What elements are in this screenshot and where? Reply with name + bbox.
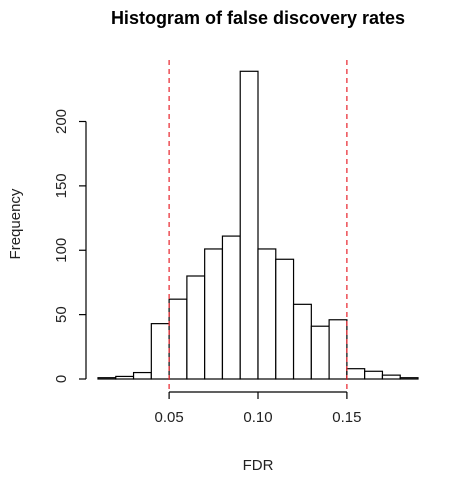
y-tick-label-4: 200 xyxy=(53,109,70,134)
histogram-bar-11 xyxy=(292,303,312,380)
histogram-bar-2 xyxy=(132,371,152,380)
y-axis-label: Frequency xyxy=(7,188,24,259)
x-tick-label-1: 0.10 xyxy=(243,409,272,426)
histogram-bar-0 xyxy=(97,377,117,380)
y-tick-label-1: 50 xyxy=(53,306,70,323)
y-tick-label-0: 0 xyxy=(53,375,70,383)
histogram-bar-17 xyxy=(399,377,419,380)
histogram-bar-5 xyxy=(186,275,206,380)
histogram-bar-13 xyxy=(328,319,348,380)
histogram-bar-10 xyxy=(275,258,295,380)
y-tick-label-2: 100 xyxy=(53,238,70,263)
histogram-bar-9 xyxy=(257,248,277,380)
y-axis: 0 50 100 150 200 xyxy=(53,109,87,383)
histogram-bar-7 xyxy=(221,235,241,380)
reference-lines-group xyxy=(168,60,348,390)
histogram-bar-12 xyxy=(310,325,330,380)
x-axis: 0.05 0.10 0.15 xyxy=(155,391,361,426)
histogram-bar-6 xyxy=(204,248,224,380)
histogram-bar-15 xyxy=(364,370,384,380)
histogram-bar-4 xyxy=(168,298,188,380)
histogram-bar-3 xyxy=(150,323,170,380)
x-tick-label-0: 0.05 xyxy=(155,409,184,426)
bars-group xyxy=(97,70,419,380)
x-axis-label: FDR xyxy=(243,457,274,474)
histogram-bar-1 xyxy=(115,375,135,380)
histogram-bar-16 xyxy=(381,374,401,380)
histogram-bar-14 xyxy=(346,368,366,380)
y-tick-label-3: 150 xyxy=(53,173,70,198)
histogram-bar-8 xyxy=(239,70,259,380)
chart-title: Histogram of false discovery rates xyxy=(111,8,405,28)
x-tick-label-2: 0.15 xyxy=(332,409,361,426)
